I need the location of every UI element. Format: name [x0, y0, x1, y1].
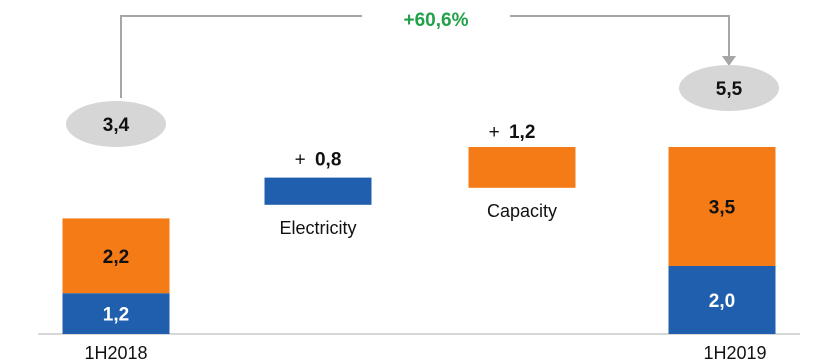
step-sign-capacity: + [489, 122, 500, 143]
bar-label-1h2018-orange: 2,2 [103, 247, 129, 268]
bar-1h2019-blue [668, 266, 776, 334]
bar-label-1h2019-blue: 2,0 [709, 291, 735, 312]
growth-connector [120, 15, 730, 98]
category-label-electricity: Electricity [279, 218, 356, 238]
total-bubble-end [679, 65, 779, 111]
x-tick-label-1h2019: 1H2019 [703, 343, 766, 363]
bar-1h2019-orange [668, 147, 776, 266]
bar-electricity [264, 177, 372, 205]
step-value-capacity: 1,2 [509, 122, 535, 143]
growth-label: +60,6% [404, 10, 469, 31]
total-bubble-start [66, 101, 166, 147]
step-label-capacity: + 1,2 [489, 122, 536, 143]
bar-capacity [468, 147, 576, 188]
total-label-end: 5,5 [716, 79, 743, 100]
growth-arrowhead [722, 56, 736, 66]
step-label-electricity: + 0,8 [295, 150, 342, 171]
bar-label-1h2018-blue: 1,2 [103, 305, 129, 326]
bar-1h2018-blue [62, 293, 170, 334]
step-value-electricity: 0,8 [315, 150, 341, 171]
bar-label-1h2019-orange: 3,5 [709, 198, 736, 219]
total-label-start: 3,4 [103, 115, 130, 136]
step-sign-electricity: + [295, 150, 306, 171]
bar-1h2018-orange [62, 218, 170, 294]
x-tick-label-1h2018: 1H2018 [84, 343, 147, 363]
category-label-capacity: Capacity [487, 201, 557, 221]
